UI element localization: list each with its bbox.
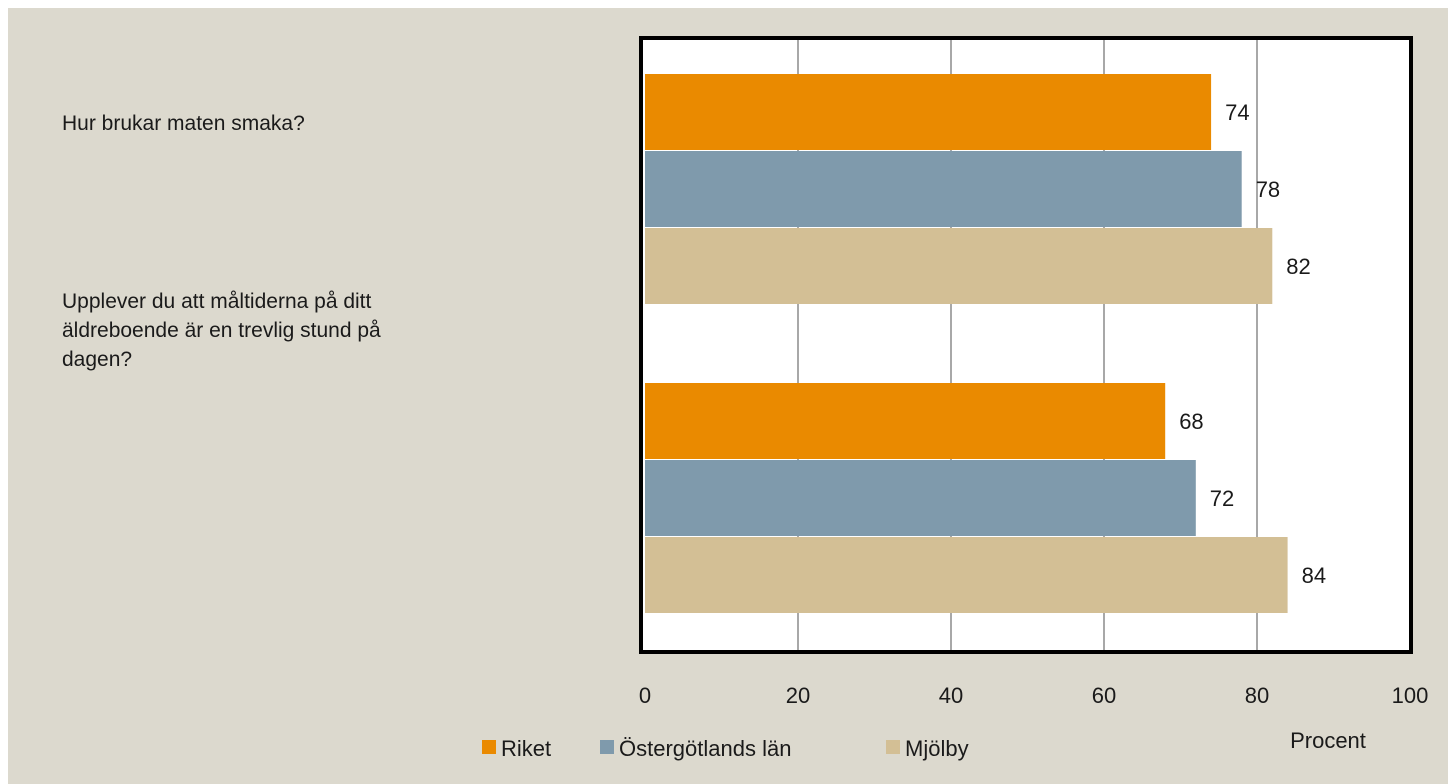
legend-swatch [886,740,900,754]
bar [645,74,1212,150]
bar [645,228,1273,304]
plot-frame [639,36,1413,654]
data-label: 82 [1286,254,1310,279]
bar [645,383,1166,459]
x-tick-label: 80 [1245,683,1269,708]
legend-label: Riket [501,736,551,761]
category-labels: Hur brukar maten smaka? Upplever du att m… [62,112,381,371]
category-label: äldreboende är en trevlig stund på [62,319,381,342]
bar [645,151,1242,227]
legend: Riket Östergötlands län Mjölby [482,736,969,761]
data-label: 84 [1302,563,1326,588]
data-label: 78 [1256,177,1280,202]
bar-chart: Hur brukar maten smaka? Upplever du att m… [62,36,1428,761]
x-tick-label: 60 [1092,683,1116,708]
data-labels: 74 68 78 72 82 84 [1179,100,1326,588]
bar [645,537,1288,613]
x-tick-label: 0 [639,683,651,708]
bars [645,74,1288,613]
data-label: 68 [1179,409,1203,434]
legend-swatch [600,740,614,754]
category-label: Hur brukar maten smaka? [62,112,305,135]
data-label: 72 [1210,486,1234,511]
x-axis-ticks: 0 20 40 60 80 100 [639,683,1428,708]
data-label: 74 [1225,100,1249,125]
legend-label: Mjölby [905,736,969,761]
chart: Hur brukar maten smaka? Upplever du att m… [8,8,1448,784]
category-label: Upplever du att måltiderna på ditt [62,290,372,313]
category-label: dagen? [62,348,132,371]
legend-swatch [482,740,496,754]
bar [645,460,1196,536]
x-axis-title: Procent [1290,728,1366,753]
x-tick-label: 40 [939,683,963,708]
x-tick-label: 20 [786,683,810,708]
legend-label: Östergötlands län [619,736,791,761]
x-tick-label: 100 [1392,683,1429,708]
